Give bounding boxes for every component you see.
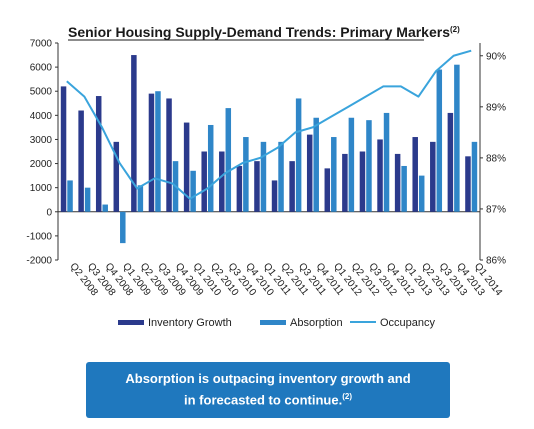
inventory-bar xyxy=(148,93,155,212)
absorption-bar xyxy=(383,112,390,212)
legend-label: Occupancy xyxy=(380,317,436,329)
left-tick-label: 6000 xyxy=(30,63,53,74)
callout-line-2-text: in forecasted to continue. xyxy=(184,392,343,408)
left-tick-label: -1000 xyxy=(26,231,52,242)
absorption-bar xyxy=(155,91,161,212)
inventory-bar xyxy=(201,151,207,212)
inventory-bar xyxy=(113,141,120,212)
right-tick-label: 88% xyxy=(486,153,506,164)
chart-title: Senior Housing Supply-Demand Trends: Pri… xyxy=(68,24,460,40)
absorption-bar xyxy=(418,175,425,212)
inventory-bar xyxy=(236,165,243,212)
inventory-bar xyxy=(289,161,295,212)
occupancy-line xyxy=(66,49,472,200)
callout-line-1: Absorption is outpacing inventory growth… xyxy=(125,371,411,387)
left-tick-label: 1000 xyxy=(30,183,53,194)
inventory-bar xyxy=(465,156,471,212)
absorption-bar xyxy=(137,185,144,212)
inventory-bar xyxy=(60,86,67,212)
absorption-bar xyxy=(454,64,460,212)
right-tick-label: 86% xyxy=(486,256,506,267)
inventory-bar xyxy=(412,137,418,212)
legend-label: Inventory Growth xyxy=(148,317,232,329)
inventory-bar xyxy=(447,112,454,212)
absorption-bar xyxy=(313,117,319,212)
absorption-bar xyxy=(295,98,302,212)
inventory-bar xyxy=(271,180,278,212)
absorption-bar xyxy=(225,108,232,212)
callout-line-2-superscript: (2) xyxy=(342,392,352,402)
inventory-bar xyxy=(219,151,225,212)
callout-box: Absorption is outpacing inventory growth… xyxy=(86,362,450,418)
absorption-bar xyxy=(366,120,372,212)
absorption-bar xyxy=(348,117,355,212)
absorption-bar xyxy=(278,141,284,212)
right-tick-label: 87% xyxy=(486,204,506,215)
absorption-bar xyxy=(102,204,108,212)
right-tick-label: 90% xyxy=(486,51,506,62)
inventory-bar xyxy=(430,141,436,212)
chart-title-superscript: (2) xyxy=(450,25,460,34)
left-tick-label: 7000 xyxy=(30,39,53,50)
inventory-bar xyxy=(183,122,190,212)
right-tick-label: 89% xyxy=(486,102,506,113)
absorption-bar xyxy=(243,137,249,212)
inventory-bar xyxy=(359,151,366,212)
plot-area: 7000 6000 5000 4000 3000 2000 1000 0 -1000 -2000 9… xyxy=(26,39,506,330)
inventory-bar xyxy=(324,168,331,212)
inventory-bar xyxy=(254,161,260,212)
inventory-bar xyxy=(131,55,137,212)
chart-title-text: Senior Housing Supply-Demand Trends: Pri… xyxy=(68,24,450,40)
left-tick-label: 0 xyxy=(46,207,52,218)
legend-label: Absorption xyxy=(290,317,343,329)
absorption-bar xyxy=(84,187,91,212)
legend-swatch xyxy=(118,320,144,325)
left-tick-label: -2000 xyxy=(26,256,52,267)
absorption-bar xyxy=(436,69,443,212)
absorption-bar xyxy=(190,170,196,212)
callout-line-2: in forecasted to continue.(2) xyxy=(184,388,352,409)
inventory-bar xyxy=(394,153,401,212)
absorption-bar xyxy=(471,141,478,212)
absorption-bar xyxy=(331,137,337,212)
chart: Senior Housing Supply-Demand Trends: Pri… xyxy=(26,24,506,330)
left-tick-label: 5000 xyxy=(30,87,53,98)
left-tick-label: 4000 xyxy=(30,111,53,122)
legend-swatch xyxy=(260,320,286,325)
absorption-bar xyxy=(120,211,126,244)
absorption-bar xyxy=(401,165,407,212)
absorption-bar xyxy=(260,141,267,212)
inventory-bar xyxy=(95,96,102,212)
absorption-bar xyxy=(207,124,214,212)
inventory-bar xyxy=(377,139,383,212)
inventory-bar xyxy=(306,134,313,212)
inventory-bar xyxy=(78,110,84,212)
absorption-bar xyxy=(67,180,73,212)
inventory-bar xyxy=(342,153,348,212)
inventory-bar xyxy=(166,98,172,212)
left-tick-label: 2000 xyxy=(30,159,53,170)
left-tick-label: 3000 xyxy=(30,135,53,146)
